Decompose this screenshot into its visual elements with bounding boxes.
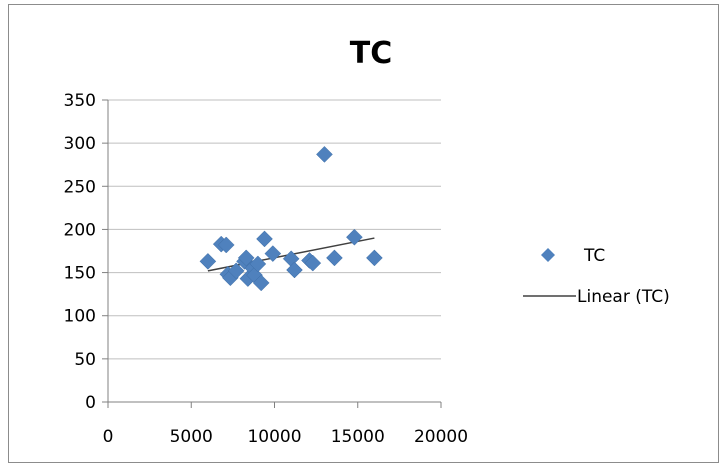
y-tick-label: 150	[64, 264, 96, 284]
tick-labels: 0 50 100 150 200 250 300 350 0 5000 10000 15000 2000…	[64, 91, 469, 447]
data-point-tc	[264, 245, 282, 262]
data-point-tc	[199, 253, 217, 270]
axes	[102, 99, 442, 408]
x-tick-label: 0	[103, 427, 114, 447]
data-point-tc	[237, 249, 255, 267]
data-point-tc	[252, 274, 270, 292]
data-point-tc	[366, 249, 383, 267]
x-tick-label: 20000	[414, 427, 468, 447]
data-point-tc	[286, 261, 303, 279]
data-points	[199, 146, 383, 292]
y-tick-label: 200	[64, 220, 96, 240]
legend-label-linear: Linear (TC)	[577, 287, 670, 307]
legend-marker-tc	[541, 248, 555, 262]
y-tick-label: 0	[85, 393, 96, 413]
data-point-tc	[346, 228, 363, 246]
y-tick-label: 350	[64, 91, 96, 111]
data-point-tc	[316, 146, 333, 163]
chart-title: TC	[350, 36, 392, 71]
data-point-tc	[326, 249, 343, 267]
data-point-tc	[227, 262, 245, 280]
y-tick-label: 250	[64, 177, 96, 197]
legend-label-tc: TC	[583, 246, 605, 266]
data-point-tc	[217, 236, 235, 254]
y-tick-label: 100	[64, 307, 96, 327]
y-tick-label: 50	[74, 350, 96, 370]
gridlines	[108, 99, 441, 360]
chart-frame	[8, 4, 719, 463]
data-point-tc	[249, 255, 267, 273]
data-point-tc	[256, 230, 273, 248]
data-point-tc	[304, 254, 322, 272]
y-tick-label: 300	[64, 134, 96, 154]
legend: TC Linear (TC)	[523, 246, 670, 307]
x-tick-label: 15000	[331, 427, 385, 447]
x-tick-label: 5000	[170, 427, 213, 447]
x-tick-label: 10000	[247, 427, 301, 447]
